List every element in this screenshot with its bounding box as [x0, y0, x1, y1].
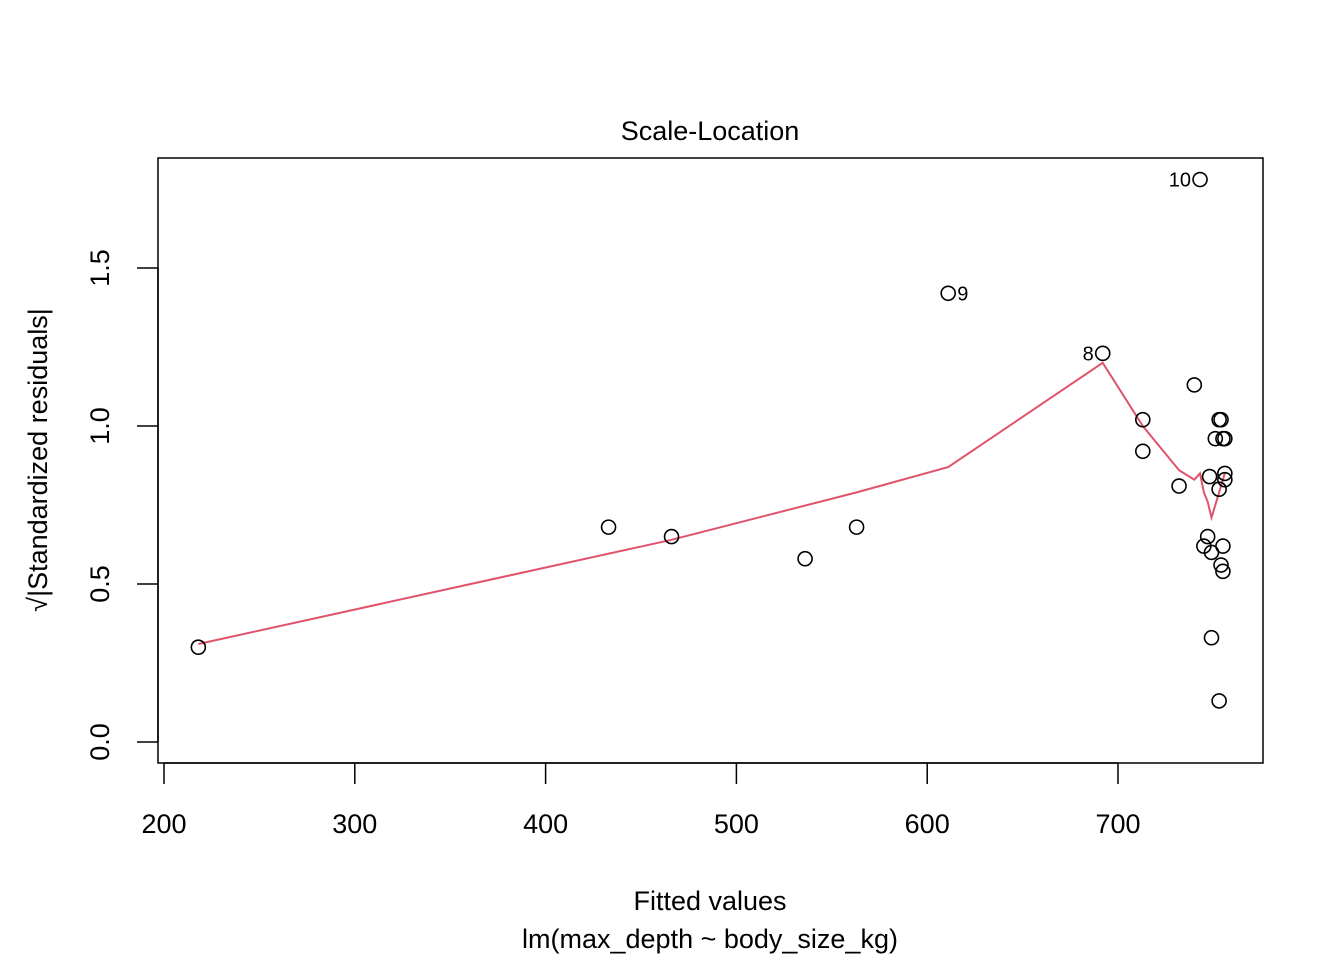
- data-point: [797, 550, 813, 567]
- data-point: [1215, 563, 1231, 580]
- y-tick-label: 1.0: [85, 407, 115, 445]
- data-point: [1215, 538, 1231, 554]
- data-point: [1135, 443, 1151, 460]
- data-point: [1192, 171, 1208, 188]
- data-point: [600, 519, 617, 535]
- x-axis-sublabel: lm(max_depth ~ body_size_kg): [522, 924, 898, 954]
- point-label: 8: [1083, 343, 1094, 365]
- data-point: [1203, 629, 1220, 646]
- data-point: [848, 519, 865, 535]
- x-tick-label: 200: [141, 809, 186, 839]
- x-tick-label: 300: [332, 809, 377, 839]
- data-point: [663, 528, 680, 545]
- x-tick-label: 600: [905, 809, 950, 839]
- data-point: [1217, 465, 1233, 482]
- y-axis-label: √|Standardized residuals|: [23, 308, 53, 612]
- data-point: [1186, 377, 1203, 393]
- x-axis: 200 300 400 500 600 700: [141, 762, 1141, 839]
- data-point: [1211, 693, 1227, 709]
- x-axis-label: Fitted values: [633, 886, 786, 916]
- y-tick-label: 0.0: [85, 723, 115, 761]
- data-point: [1171, 478, 1187, 494]
- point-label: 10: [1169, 170, 1191, 192]
- points-layer: 9 8 10: [190, 170, 1233, 709]
- y-tick-label: 1.5: [85, 249, 115, 287]
- data-point: [1094, 345, 1111, 362]
- smooth-line: [198, 361, 1226, 645]
- plot-frame: [157, 157, 1264, 764]
- chart-title: Scale-Location: [621, 116, 800, 146]
- x-tick-label: 500: [714, 809, 759, 839]
- data-point: [1217, 471, 1233, 488]
- smooth-line-layer: [198, 361, 1226, 645]
- data-point: [190, 639, 207, 656]
- data-point: [1201, 468, 1218, 485]
- data-point: [1199, 528, 1216, 545]
- data-point: [1217, 430, 1233, 447]
- x-tick-label: 400: [523, 809, 568, 839]
- data-point: [1213, 411, 1229, 428]
- data-point: [1213, 557, 1229, 573]
- x-tick-label: 700: [1095, 809, 1140, 839]
- point-label: 9: [957, 283, 968, 305]
- data-point: [1135, 411, 1151, 428]
- data-point: [1207, 430, 1224, 447]
- y-tick-label: 0.5: [85, 565, 115, 603]
- data-point: [940, 285, 956, 302]
- y-axis: 0.0 0.5 1.0 1.5: [85, 249, 159, 761]
